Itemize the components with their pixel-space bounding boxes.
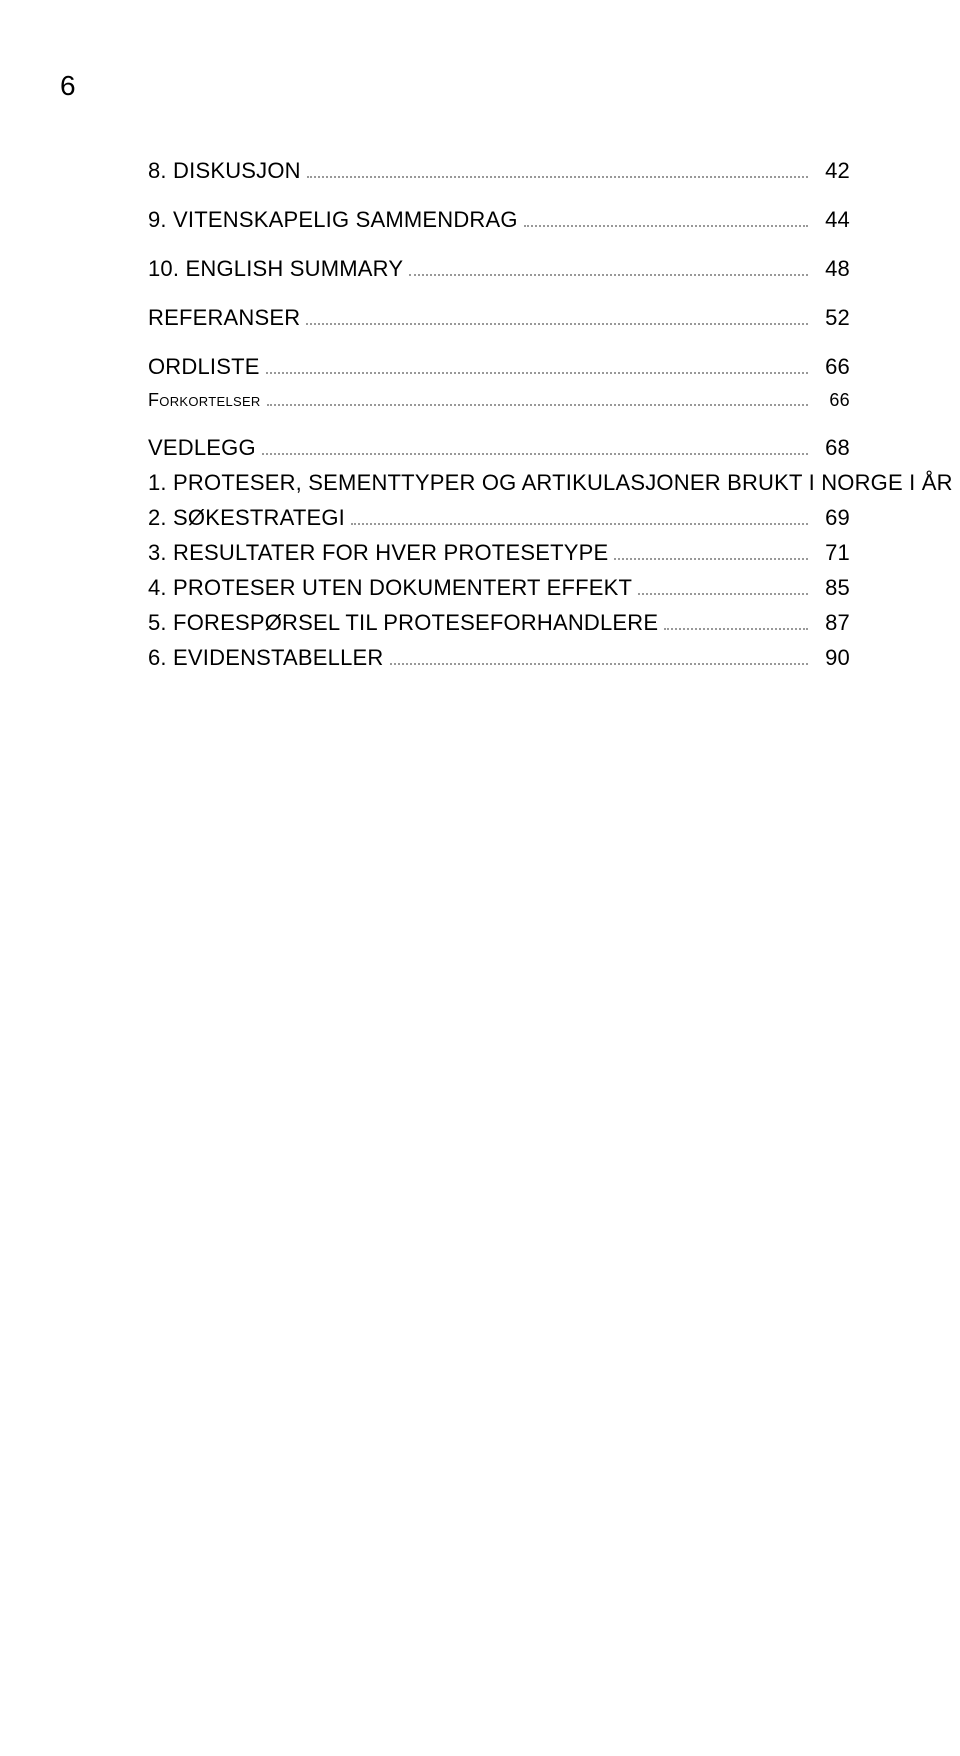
toc-entry: ORDLISTE 66 [148, 356, 850, 379]
toc-entry-page: 52 [814, 307, 850, 329]
toc-leader-dots [267, 404, 808, 406]
toc-entry-label: 1. PROTESER, SEMENTTYPER OG ARTIKULASJON… [148, 472, 960, 494]
toc-entry: 9. VITENSKAPELIG SAMMENDRAG 44 [148, 209, 850, 232]
toc-leader-dots [664, 628, 808, 630]
toc-entry-page: 42 [814, 160, 850, 182]
toc-entry-page: 87 [814, 612, 850, 634]
toc-entry-page: 66 [814, 356, 850, 378]
toc-entry-page: 68 [814, 437, 850, 459]
toc-entry-page: 44 [814, 209, 850, 231]
toc-entry: 2. SØKESTRATEGI 69 [148, 507, 850, 530]
toc-entry-label: 2. SØKESTRATEGI [148, 507, 345, 529]
toc-entry: REFERANSER 52 [148, 307, 850, 330]
toc-entry: 3. RESULTATER FOR HVER PROTESETYPE 71 [148, 542, 850, 565]
toc-entry-page: 48 [814, 258, 850, 280]
toc-leader-dots [307, 176, 808, 178]
toc-entry-label: VEDLEGG [148, 437, 256, 459]
toc-entry-label: 8. DISKUSJON [148, 160, 301, 182]
toc-entry-label: 4. PROTESER UTEN DOKUMENTERT EFFEKT [148, 577, 632, 599]
toc-leader-dots [524, 225, 808, 227]
page-number: 6 [60, 70, 76, 102]
toc-entry-label: 10. ENGLISH SUMMARY [148, 258, 403, 280]
toc-entry: 5. FORESPØRSEL TIL PROTESEFORHANDLERE 87 [148, 612, 850, 635]
toc-entry-page: 85 [814, 577, 850, 599]
toc-leader-dots [351, 523, 808, 525]
toc-leader-dots [390, 663, 808, 665]
toc-entry-page: 71 [814, 542, 850, 564]
toc-entry-label: 6. EVIDENSTABELLER [148, 647, 384, 669]
document-page: 6 8. DISKUSJON 42 9. VITENSKAPELIG SAMMEND… [0, 0, 960, 1756]
toc-entry: VEDLEGG 68 [148, 437, 850, 460]
toc-entry: 10. ENGLISH SUMMARY 48 [148, 258, 850, 281]
toc-entry-label: Forkortelser [148, 391, 261, 409]
toc-entry-label: REFERANSER [148, 307, 300, 329]
toc-leader-dots [409, 274, 808, 276]
toc-entry-label: 5. FORESPØRSEL TIL PROTESEFORHANDLERE [148, 612, 658, 634]
toc-entry: 8. DISKUSJON 42 [148, 160, 850, 183]
toc-entry-label: 3. RESULTATER FOR HVER PROTESETYPE [148, 542, 608, 564]
toc-entry: Forkortelser 66 [148, 391, 850, 411]
toc-entry-page: 69 [814, 507, 850, 529]
toc-entry-label: ORDLISTE [148, 356, 260, 378]
toc-entry-page: 66 [814, 391, 850, 409]
toc-leader-dots [262, 453, 808, 455]
toc-leader-dots [306, 323, 808, 325]
toc-entry-page: 90 [814, 647, 850, 669]
toc-entry: 1. PROTESER, SEMENTTYPER OG ARTIKULASJON… [148, 472, 850, 495]
toc-leader-dots [266, 372, 808, 374]
toc-entry: 4. PROTESER UTEN DOKUMENTERT EFFEKT 85 [148, 577, 850, 600]
toc-entry: 6. EVIDENSTABELLER 90 [148, 647, 850, 670]
toc-leader-dots [638, 593, 808, 595]
toc-leader-dots [614, 558, 808, 560]
toc-entry-label: 9. VITENSKAPELIG SAMMENDRAG [148, 209, 518, 231]
table-of-contents: 8. DISKUSJON 42 9. VITENSKAPELIG SAMMENDRA… [148, 160, 850, 670]
